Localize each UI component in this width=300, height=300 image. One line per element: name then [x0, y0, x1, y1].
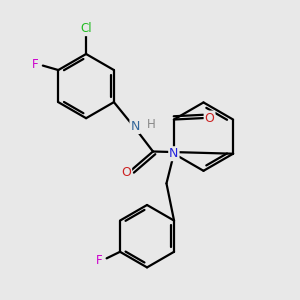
- Text: F: F: [96, 254, 103, 267]
- Text: N: N: [169, 147, 178, 160]
- Text: O: O: [121, 167, 131, 179]
- Text: N: N: [130, 120, 140, 133]
- Text: H: H: [146, 118, 155, 131]
- Text: F: F: [32, 58, 38, 70]
- Text: Cl: Cl: [80, 22, 92, 35]
- Text: O: O: [205, 112, 214, 124]
